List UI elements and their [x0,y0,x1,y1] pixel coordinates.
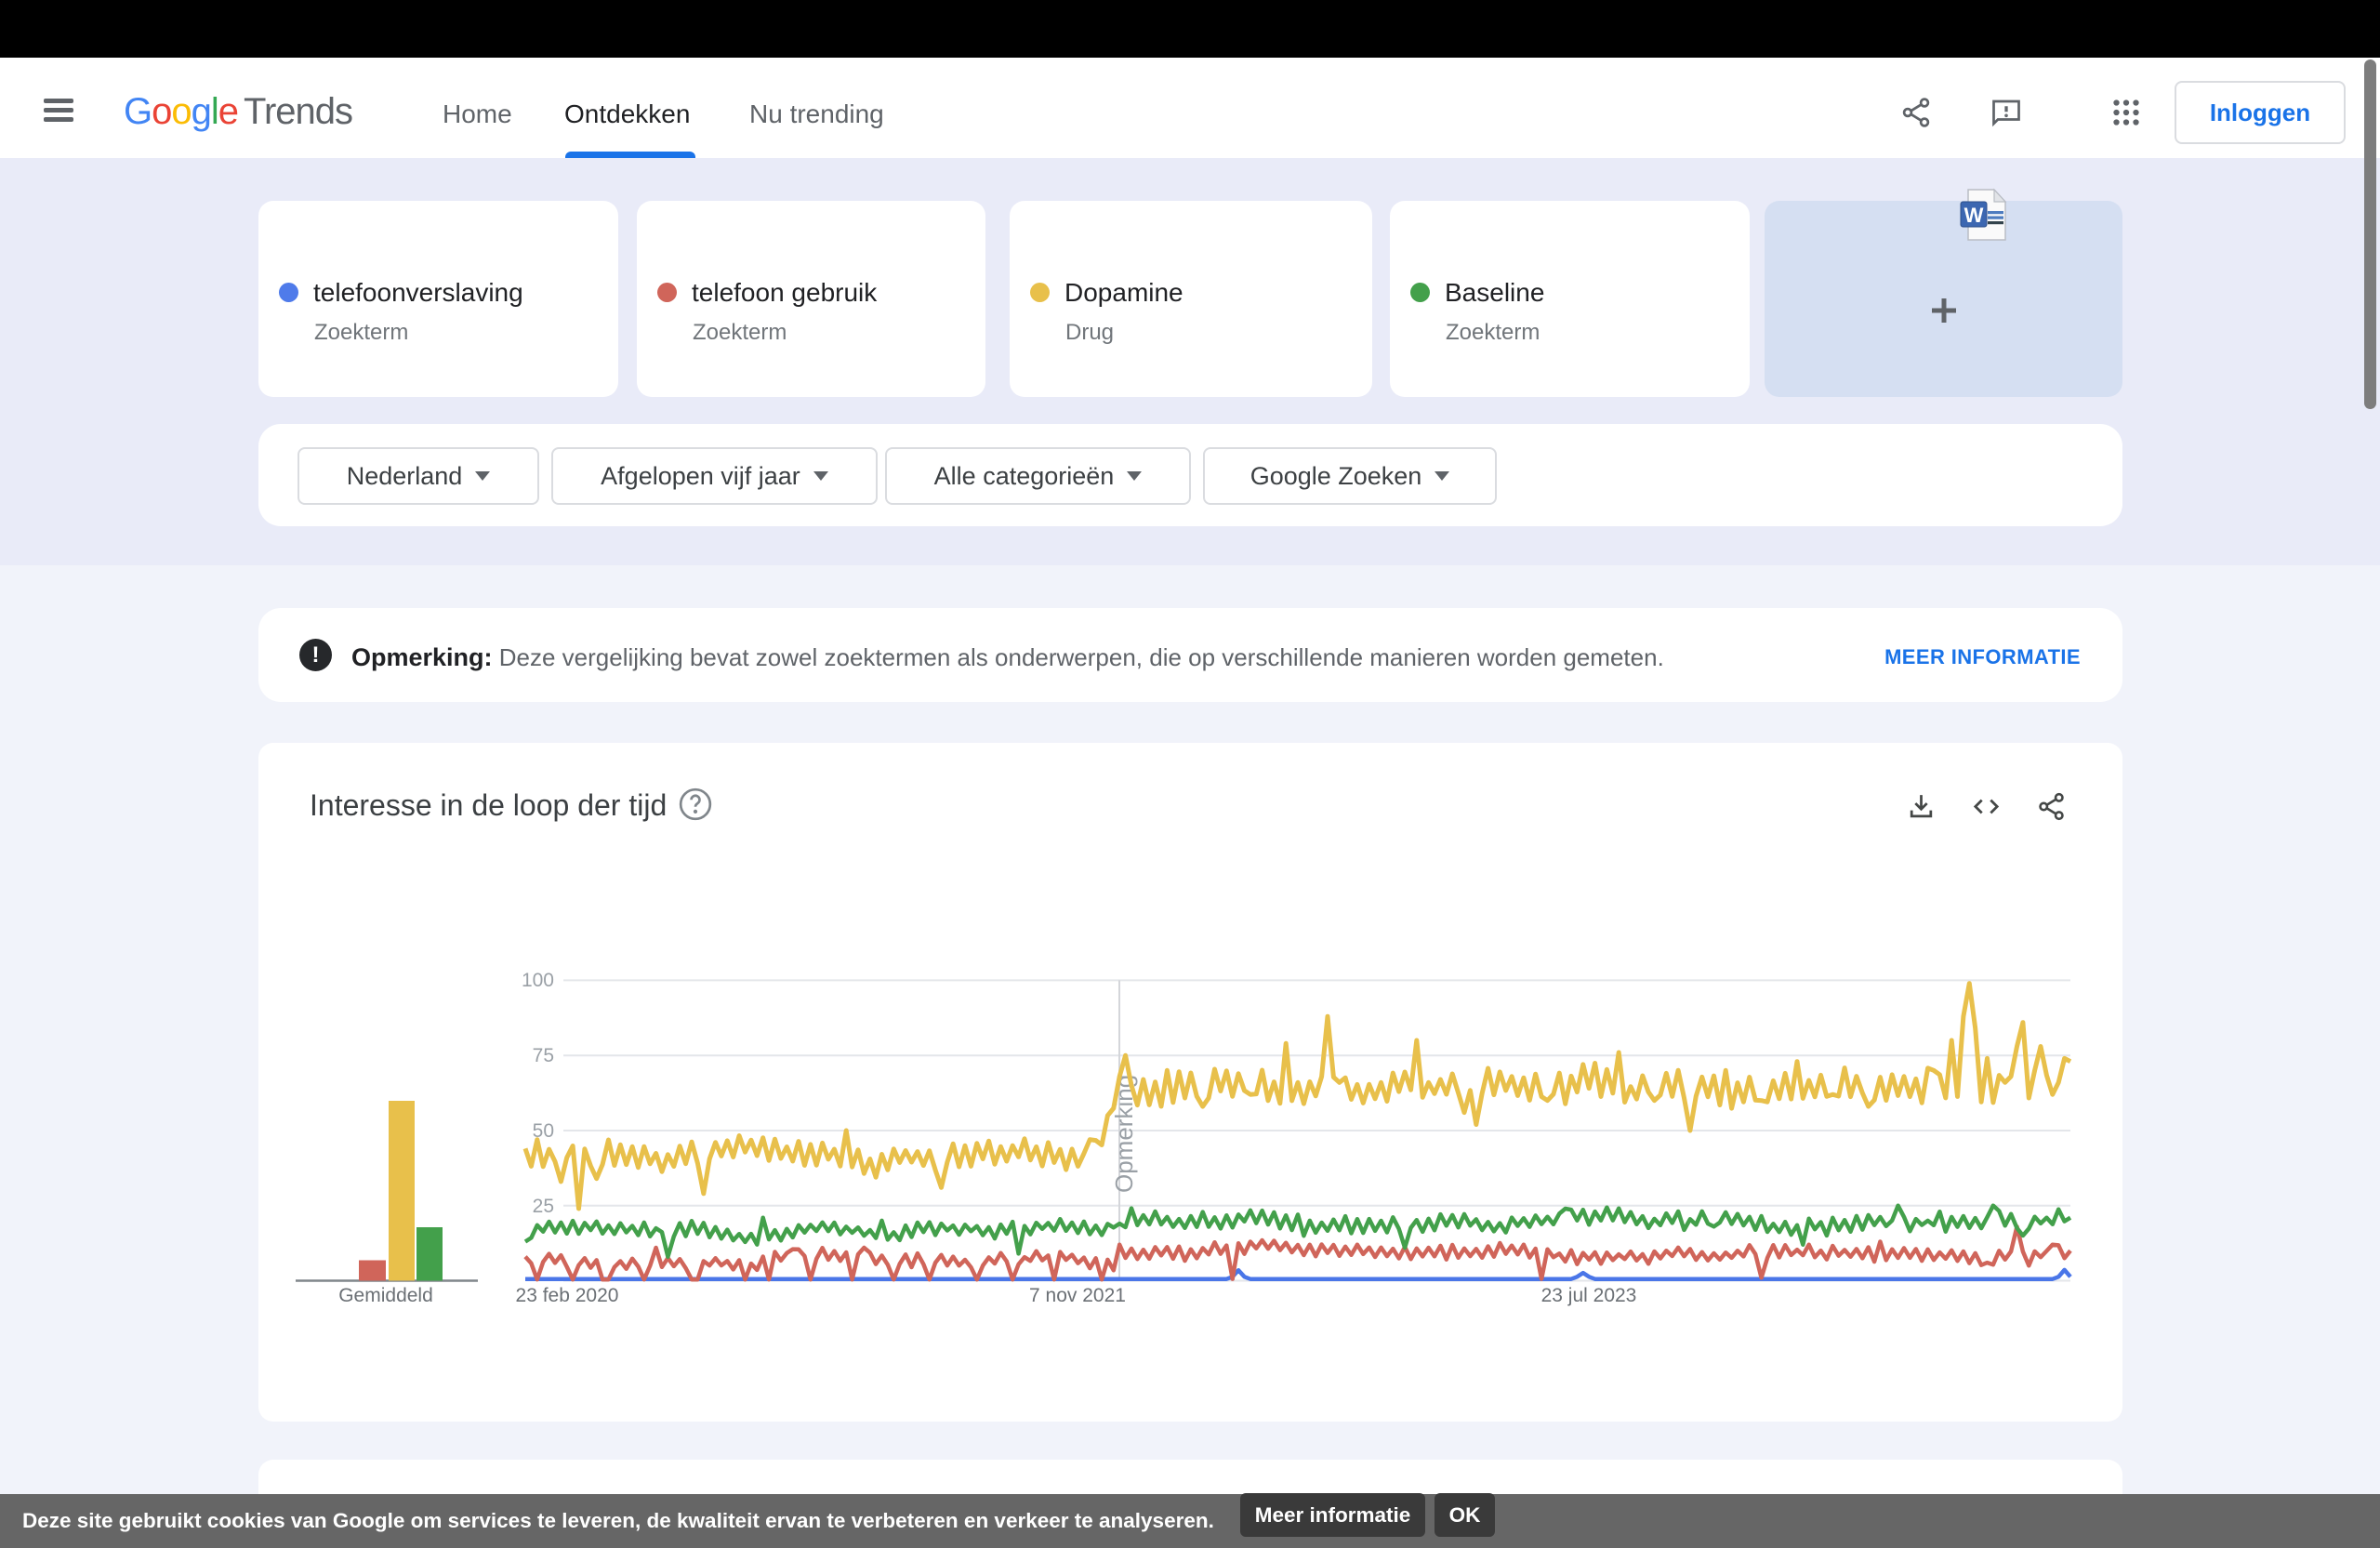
svg-text:23 jul 2023: 23 jul 2023 [1541,1285,1637,1306]
svg-text:50: 50 [533,1120,554,1142]
svg-text:W: W [1964,204,1984,227]
svg-text:7 nov 2021: 7 nov 2021 [1029,1285,1126,1306]
svg-text:25: 25 [533,1196,554,1217]
svg-text:75: 75 [533,1045,554,1066]
svg-text:23 feb 2020: 23 feb 2020 [516,1285,619,1306]
svg-text:100: 100 [522,970,554,991]
svg-text:Gemiddeld: Gemiddeld [338,1285,433,1306]
